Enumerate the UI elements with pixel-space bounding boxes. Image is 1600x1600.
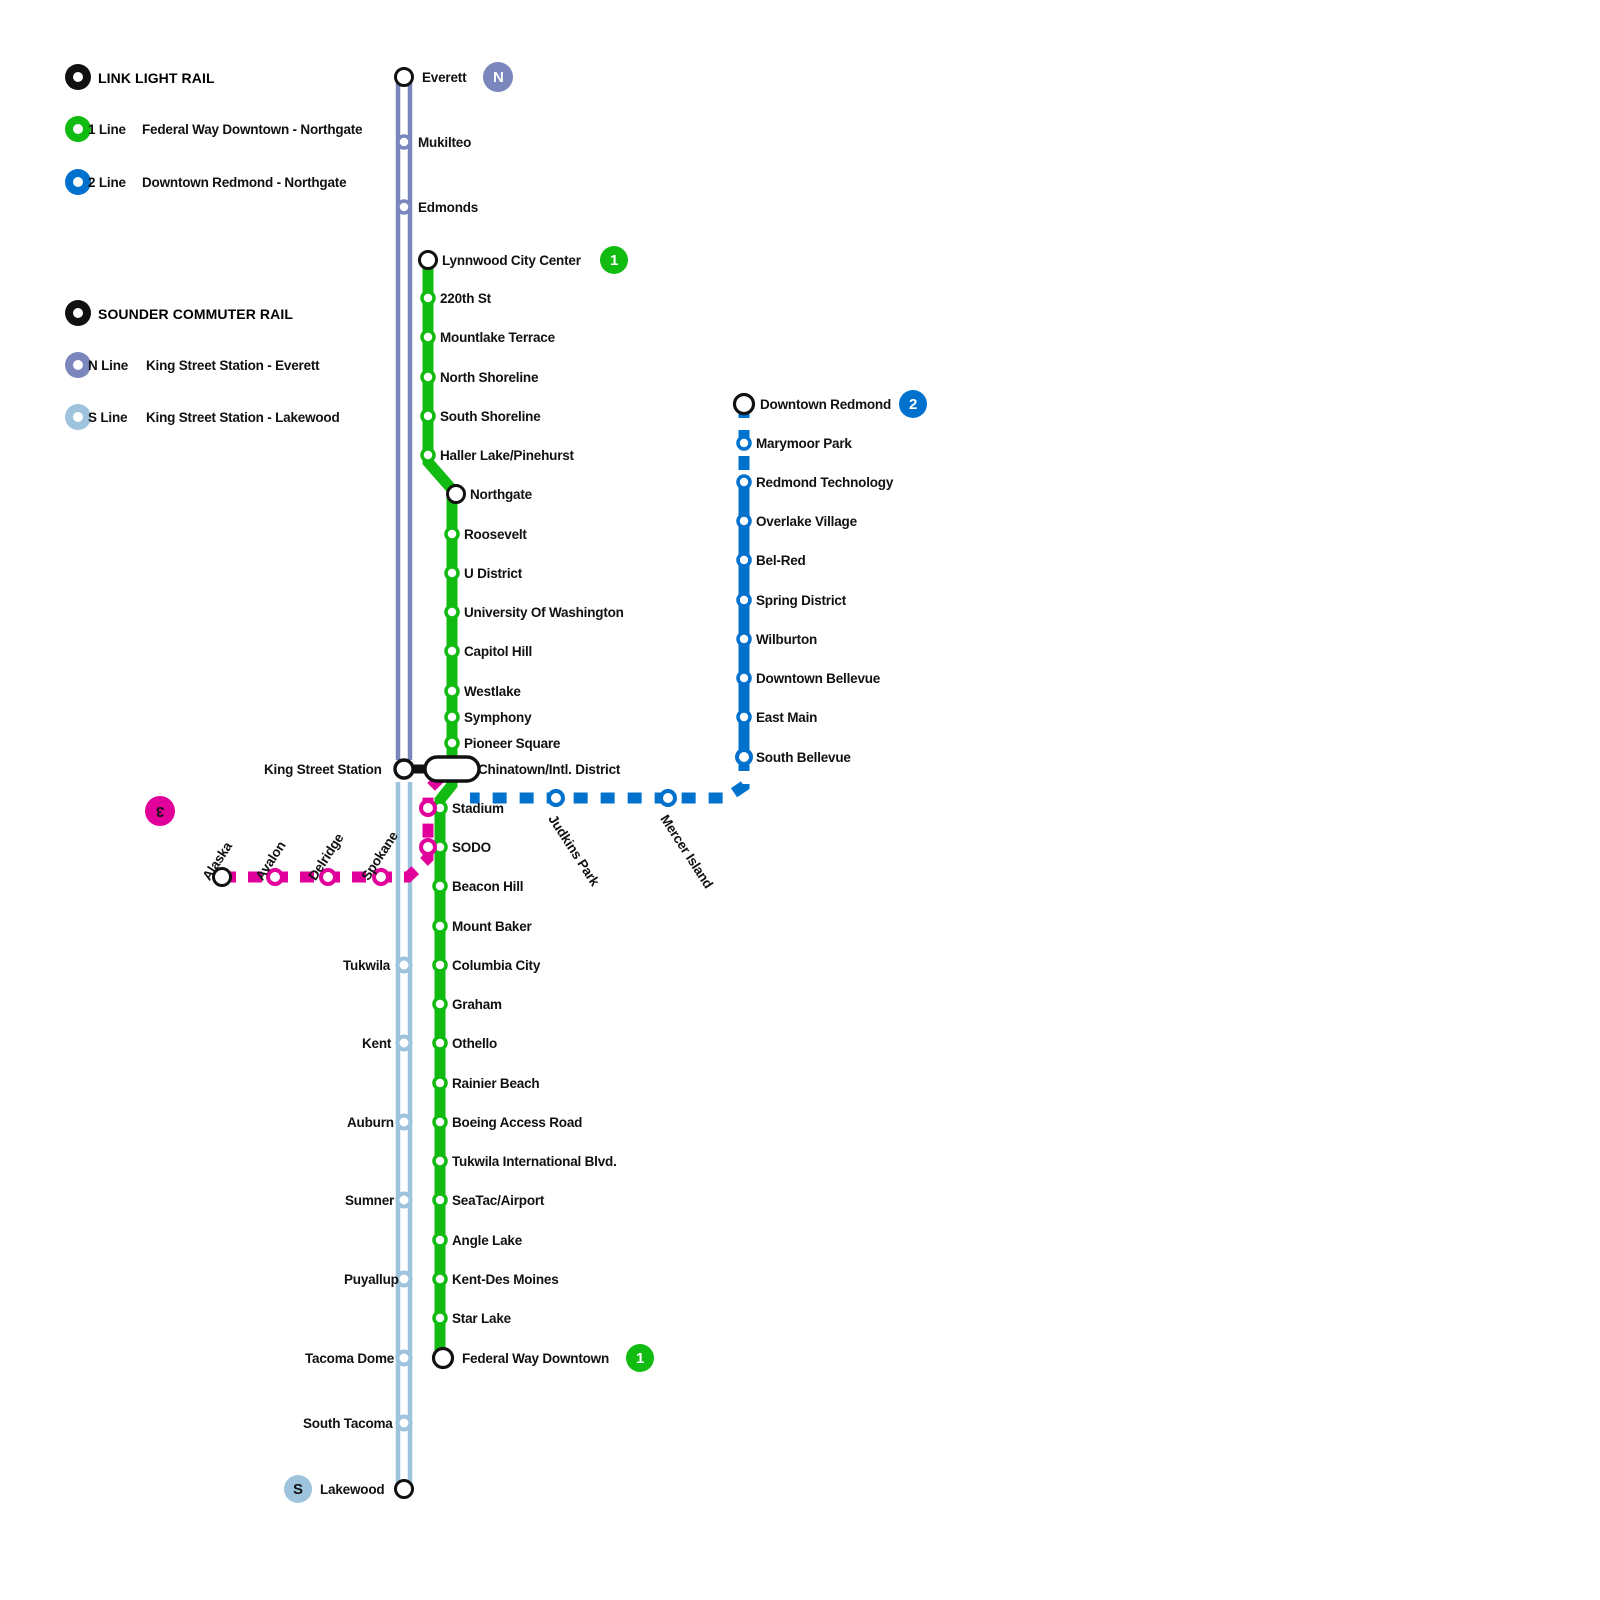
station-label-redmond-technology[interactable]: Redmond Technology [756, 475, 894, 490]
station-label-auburn[interactable]: Auburn [347, 1115, 394, 1130]
station-label-mountlake-terrace[interactable]: Mountlake Terrace [440, 330, 555, 345]
badge-label-one-bottom: 1 [636, 1350, 645, 1367]
station-label-puyallup[interactable]: Puyallup [344, 1272, 399, 1287]
station-label-northgate[interactable]: Northgate [470, 487, 532, 502]
legend-one-line-name: 1 Line [88, 122, 126, 137]
legend-two-line-name: 2 Line [88, 175, 126, 190]
station-label-south-bellevue[interactable]: South Bellevue [756, 750, 851, 765]
station-label-rainier-beach[interactable]: Rainier Beach [452, 1076, 540, 1091]
station-label-capitol-hill[interactable]: Capitol Hill [464, 644, 533, 659]
three-line-track [222, 774, 444, 883]
legend-badge-link-heading [65, 64, 91, 90]
station-label-sodo[interactable]: SODO [452, 840, 491, 855]
legend-badge-s-line [65, 404, 91, 430]
badge-label-one-top: 1 [610, 252, 619, 269]
station-label-overlake-village[interactable]: Overlake Village [756, 514, 857, 529]
badge-s-bottom [284, 1475, 312, 1503]
station-label-university-of-washington[interactable]: University Of Washington [464, 605, 624, 620]
badge-one-bottom [626, 1344, 654, 1372]
station-label-kent[interactable]: Kent [362, 1036, 392, 1051]
three-line-stations [212, 799, 437, 887]
badge-three-left [145, 796, 175, 826]
station-label-downtown-bellevue[interactable]: Downtown Bellevue [756, 671, 881, 686]
legend-badge-sounder-heading [65, 300, 91, 326]
legend-one-line-route: Federal Way Downtown - Northgate [142, 122, 363, 137]
station-label-wilburton[interactable]: Wilburton [756, 632, 818, 647]
legend-badge-n-line [65, 352, 91, 378]
station-label-mount-baker[interactable]: Mount Baker [452, 919, 532, 934]
legend-n-line-route: King Street Station - Everett [146, 358, 320, 373]
station-label-marymoor-park[interactable]: Marymoor Park [756, 436, 852, 451]
station-label-tacoma-dome[interactable]: Tacoma Dome [305, 1351, 395, 1366]
station-label-north-shoreline[interactable]: North Shoreline [440, 370, 539, 385]
station-label-columbia-city[interactable]: Columbia City [452, 958, 541, 973]
legend-n-line-name: N Line [88, 358, 129, 373]
station-label-king-street-station[interactable]: King Street Station [264, 762, 382, 777]
station-label-pioneer-square[interactable]: Pioneer Square [464, 736, 561, 751]
station-label-spring-district[interactable]: Spring District [756, 593, 847, 608]
station-label-u-district[interactable]: U District [464, 566, 523, 581]
badge-label-n-top: N [493, 69, 504, 86]
station-label-angle-lake[interactable]: Angle Lake [452, 1233, 523, 1248]
station-label-stadium[interactable]: Stadium [452, 801, 504, 816]
station-label-roosevelt[interactable]: Roosevelt [464, 527, 527, 542]
legend-s-line-name: S Line [88, 410, 128, 425]
n-line-stations [394, 67, 414, 215]
station-label-beacon-hill[interactable]: Beacon Hill [452, 879, 524, 894]
station-label-sumner[interactable]: Sumner [345, 1193, 395, 1208]
station-label-graham[interactable]: Graham [452, 997, 502, 1012]
station-label-othello[interactable]: Othello [452, 1036, 498, 1051]
station-label-kent-des-moines[interactable]: Kent-Des Moines [452, 1272, 559, 1287]
station-label-federal-way-downtown[interactable]: Federal Way Downtown [462, 1351, 610, 1366]
legend-badge-one-line [65, 116, 91, 142]
station-label-symphony[interactable]: Symphony [464, 710, 532, 725]
station-label-mukilteo[interactable]: Mukilteo [418, 135, 472, 150]
station-label-star-lake[interactable]: Star Lake [452, 1311, 511, 1326]
station-label-chinatown-intl-district[interactable]: Chinatown/Intl. District [478, 762, 621, 777]
station-label-tukwila-international-blvd[interactable]: Tukwila International Blvd. [452, 1154, 617, 1169]
two-line-stations [547, 392, 756, 807]
station-label-haller-lake-pinehurst[interactable]: Haller Lake/Pinehurst [440, 448, 574, 463]
legend-link-heading: LINK LIGHT RAIL [98, 70, 215, 86]
badge-label-two-top: 2 [909, 396, 918, 413]
station-label-lynnwood-city-center[interactable]: Lynnwood City Center [442, 253, 581, 268]
badge-label-s-bottom: S [293, 1481, 304, 1498]
king-street-interchange-marker [393, 755, 481, 783]
station-label-everett[interactable]: Everett [422, 70, 467, 85]
station-label-boeing-access-road[interactable]: Boeing Access Road [452, 1115, 583, 1130]
station-label-south-shoreline[interactable]: South Shoreline [440, 409, 541, 424]
s-line-track [395, 782, 413, 1489]
station-label-lakewood[interactable]: Lakewood [320, 1482, 385, 1497]
badge-label-three-left: 3 [156, 803, 165, 820]
station-label-westlake[interactable]: Westlake [464, 684, 521, 699]
station-label-220th-st[interactable]: 220th St [440, 291, 491, 306]
station-label-tukwila[interactable]: Tukwila [343, 958, 391, 973]
legend-badge-two-line [65, 169, 91, 195]
badge-two-top [899, 390, 927, 418]
legend-two-line-route: Downtown Redmond - Northgate [142, 175, 347, 190]
one-line-stations [418, 250, 466, 1370]
badge-one-top [600, 246, 628, 274]
station-label-south-tacoma[interactable]: South Tacoma [303, 1416, 393, 1431]
s-line-stations [394, 956, 414, 1499]
station-label-downtown-redmond[interactable]: Downtown Redmond [760, 397, 892, 412]
station-label-east-main[interactable]: East Main [756, 710, 818, 725]
station-label-edmonds[interactable]: Edmonds [418, 200, 479, 215]
station-label-bel-red[interactable]: Bel-Red [756, 553, 806, 568]
n-line-track [395, 77, 413, 760]
station-label-seatac-airport[interactable]: SeaTac/Airport [452, 1193, 545, 1208]
badge-n-top [483, 62, 513, 92]
legend-s-line-route: King Street Station - Lakewood [146, 410, 340, 425]
legend-sounder-heading: SOUNDER COMMUTER RAIL [98, 306, 293, 322]
